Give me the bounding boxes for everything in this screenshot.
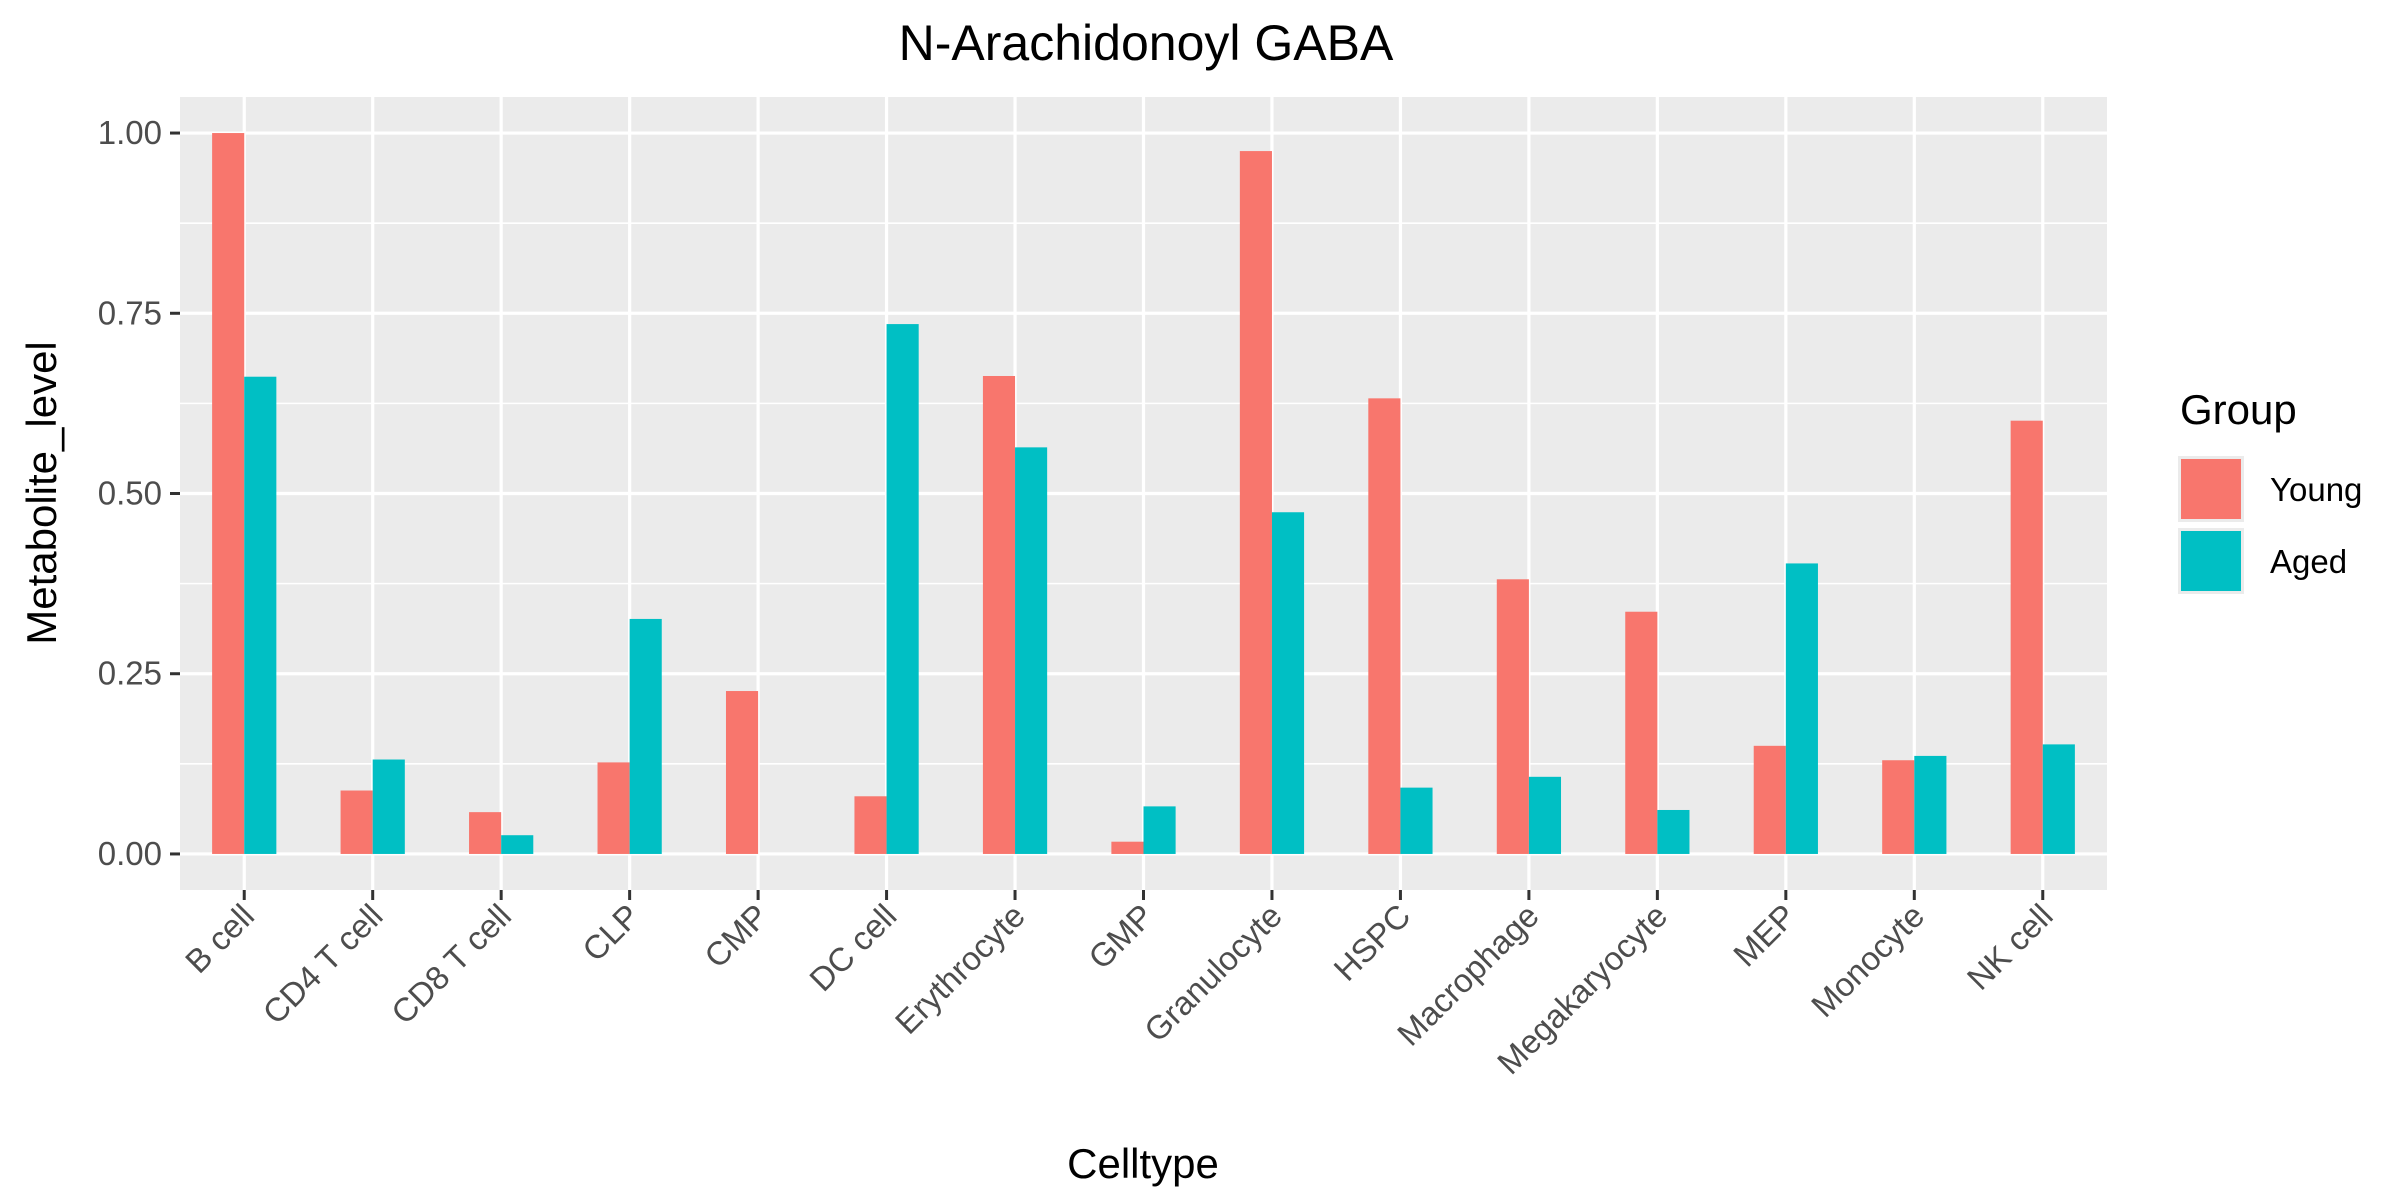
bar-young bbox=[1111, 841, 1144, 854]
bar-aged bbox=[372, 759, 405, 854]
bar-aged bbox=[1528, 776, 1562, 854]
bar-young bbox=[854, 796, 887, 854]
bar-young bbox=[1882, 760, 1915, 854]
bar-young bbox=[1753, 745, 1786, 854]
bar-young bbox=[1239, 151, 1272, 854]
y-tick-label: 0.50 bbox=[98, 475, 162, 512]
x-tick-label: Erythrocyte bbox=[888, 897, 1032, 1041]
bar-aged bbox=[1785, 563, 1818, 854]
y-tick-label: 0.25 bbox=[98, 655, 162, 692]
bar-young bbox=[2010, 420, 2043, 854]
x-tick-label: Monocyte bbox=[1804, 897, 1931, 1024]
bar-aged bbox=[1657, 809, 1690, 854]
x-tick-label: B cell bbox=[178, 897, 261, 980]
bar-young bbox=[982, 375, 1016, 854]
bar-young bbox=[1496, 579, 1529, 854]
bar-aged bbox=[886, 324, 919, 854]
x-tick-label: CD8 T cell bbox=[384, 897, 518, 1031]
x-axis-title: Celltype bbox=[1067, 1140, 1219, 1187]
x-tick-label: Granulocyte bbox=[1137, 897, 1289, 1049]
legend-key-aged bbox=[2181, 531, 2241, 591]
bar-aged bbox=[1015, 447, 1048, 854]
y-tick-label: 0.00 bbox=[98, 835, 162, 872]
y-axis: 0.00 0.25 0.50 0.75 1.00 bbox=[98, 114, 180, 872]
x-tick-label: NK cell bbox=[1960, 897, 2060, 997]
legend-key-young bbox=[2181, 459, 2241, 519]
bar-young bbox=[340, 790, 373, 854]
x-tick-label: DC cell bbox=[802, 897, 903, 998]
bar-young bbox=[597, 762, 630, 854]
legend-label-aged: Aged bbox=[2270, 543, 2347, 580]
bar-aged bbox=[244, 376, 277, 854]
bar-young bbox=[212, 133, 245, 854]
bar-young bbox=[469, 812, 502, 854]
bar-aged bbox=[1143, 806, 1176, 854]
x-tick-label: GMP bbox=[1081, 897, 1160, 976]
x-tick-label: MEP bbox=[1726, 897, 1803, 974]
chart-title: N-Arachidonoyl GABA bbox=[899, 15, 1394, 71]
bar-young bbox=[725, 691, 759, 854]
x-tick-label: CLP bbox=[575, 897, 647, 969]
bar-aged bbox=[1914, 755, 1947, 854]
bar-aged bbox=[1271, 512, 1305, 854]
x-tick-label: CD4 T cell bbox=[255, 897, 389, 1031]
bar-young bbox=[1625, 611, 1658, 854]
legend: Group Young Aged bbox=[2178, 386, 2362, 594]
legend-label-young: Young bbox=[2270, 471, 2362, 508]
bar-aged bbox=[629, 618, 662, 854]
bars bbox=[212, 133, 2075, 854]
legend-title: Group bbox=[2180, 386, 2297, 433]
y-tick-label: 0.75 bbox=[98, 294, 162, 331]
bar-aged bbox=[501, 835, 534, 854]
x-tick-label: HSPC bbox=[1326, 897, 1417, 988]
y-axis-title: Metabolite_level bbox=[18, 341, 65, 645]
bar-aged bbox=[2042, 744, 2075, 854]
bar-young bbox=[1368, 398, 1401, 854]
y-tick-label: 1.00 bbox=[98, 114, 162, 151]
bar-aged bbox=[1400, 787, 1433, 854]
x-tick-label: CMP bbox=[697, 897, 775, 975]
